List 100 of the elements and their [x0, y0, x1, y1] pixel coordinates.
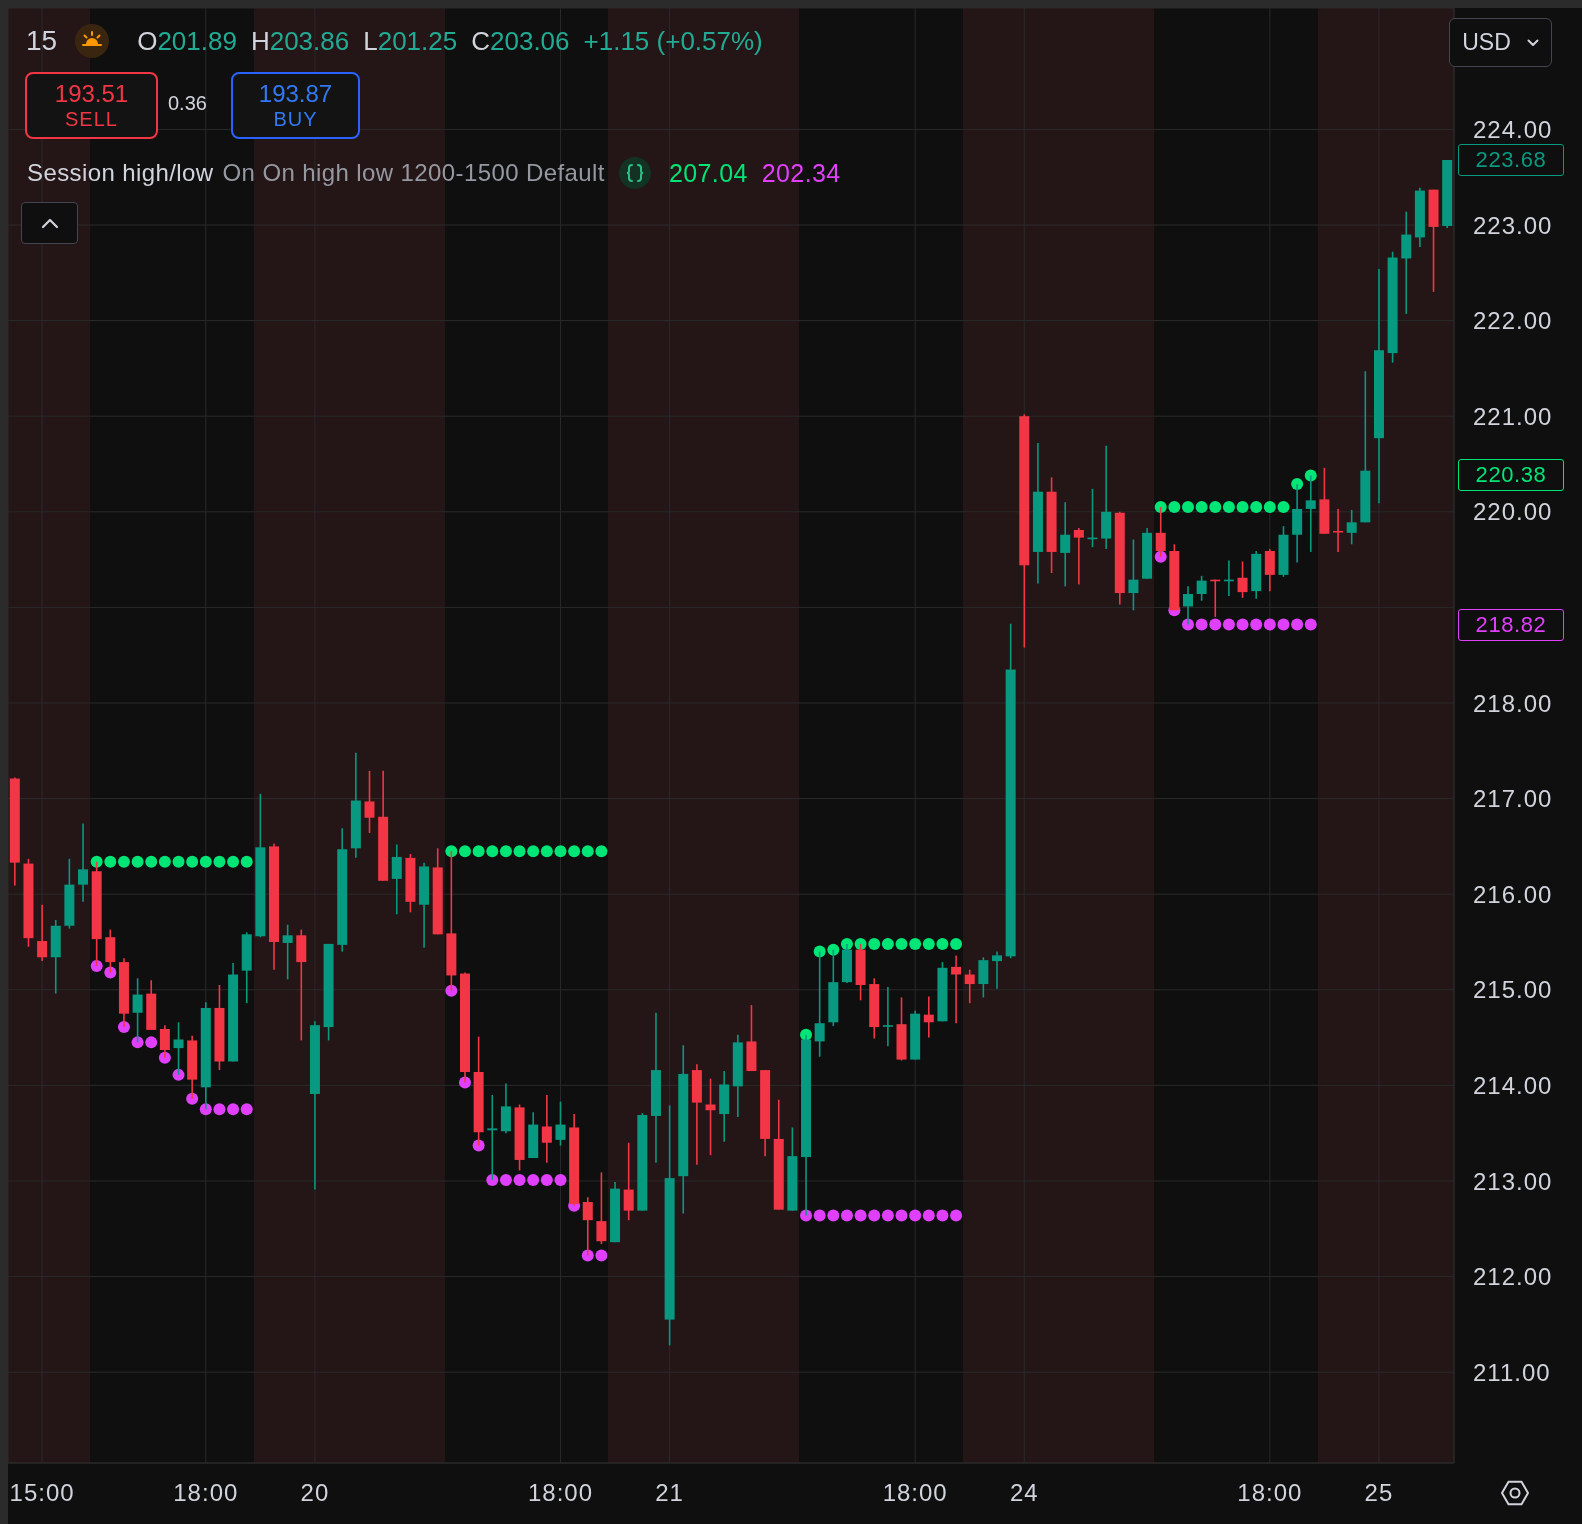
point	[881, 937, 894, 950]
point	[472, 1139, 485, 1152]
candlestick	[78, 822, 89, 903]
point	[936, 1209, 949, 1222]
candlestick	[923, 995, 934, 1039]
point	[1236, 618, 1249, 631]
point	[1168, 501, 1181, 514]
y-tick-label: 217.00	[1473, 785, 1553, 813]
point	[240, 855, 253, 868]
annotation: On On high low 1200-1500 Default	[222, 159, 605, 187]
candlestick	[282, 923, 293, 981]
x-tick-label: 20	[300, 1479, 330, 1507]
x-tick-label: 21	[655, 1479, 684, 1507]
y-tick-label: 211.00	[1473, 1358, 1551, 1386]
point	[227, 1103, 240, 1116]
point	[513, 1174, 526, 1187]
point	[950, 937, 963, 950]
text: 15	[26, 25, 58, 57]
point	[1195, 618, 1208, 631]
candlestick	[1401, 210, 1412, 315]
point	[1263, 618, 1276, 631]
x-tick-label: 18:00	[173, 1479, 239, 1507]
candlestick	[391, 843, 402, 916]
point	[922, 937, 935, 950]
candlestick	[951, 954, 962, 1025]
point	[172, 1068, 185, 1081]
point	[595, 1249, 608, 1262]
point	[581, 845, 594, 858]
point	[499, 1174, 512, 1187]
point	[595, 845, 608, 858]
point	[1291, 618, 1304, 631]
candlestick	[541, 1094, 552, 1164]
x-tick-label: 15:00	[9, 1479, 75, 1507]
point	[895, 937, 908, 950]
point	[813, 1209, 826, 1222]
x-tick-label: 18:00	[1237, 1479, 1303, 1507]
candlestick	[555, 1100, 566, 1147]
y-tick-label: 220.00	[1473, 498, 1553, 526]
point	[240, 1103, 253, 1116]
candlestick	[882, 986, 893, 1047]
point	[90, 855, 103, 868]
point	[131, 855, 144, 868]
point	[1195, 501, 1208, 514]
y-tick-label: 213.00	[1473, 1167, 1553, 1195]
annotation: +1.15 (+0.57%)	[583, 25, 763, 57]
point	[172, 855, 185, 868]
annotation: 207.04	[668, 158, 748, 188]
x-tick-label: 18:00	[527, 1479, 594, 1507]
candlestick	[992, 950, 1003, 990]
point	[922, 1209, 935, 1222]
candlestick	[37, 903, 48, 962]
point	[486, 845, 499, 858]
candlestick	[1264, 548, 1275, 592]
point	[131, 1036, 144, 1049]
point	[827, 943, 840, 956]
candlestick	[1060, 501, 1071, 588]
annotation: BUY	[273, 107, 318, 130]
point	[145, 855, 158, 868]
point	[186, 855, 199, 868]
point	[1304, 618, 1317, 631]
point	[104, 966, 117, 979]
candlestick	[1237, 560, 1248, 599]
y-tick-label: 221.00	[1473, 402, 1553, 430]
candlestick	[1196, 575, 1207, 602]
point	[90, 959, 103, 972]
point	[145, 1036, 158, 1049]
candlestick	[596, 1171, 607, 1245]
annotation: O201.89	[137, 25, 237, 56]
y-tick-label: 216.00	[1473, 880, 1553, 908]
point	[1277, 501, 1290, 514]
point	[1236, 501, 1249, 514]
point	[1277, 618, 1290, 631]
point	[854, 1209, 867, 1222]
point	[513, 845, 526, 858]
point	[445, 845, 458, 858]
point	[1250, 501, 1263, 514]
point	[881, 1209, 894, 1222]
candlestick	[364, 770, 375, 834]
annotation: C203.06	[471, 25, 570, 56]
point	[568, 845, 581, 858]
point	[527, 845, 540, 858]
point	[554, 845, 567, 858]
text: 220.38	[1458, 459, 1564, 492]
buy-button: 193.87 BUY	[231, 72, 360, 139]
point	[117, 855, 130, 868]
x-tick-label: 24	[1009, 1479, 1039, 1507]
annotation: 0.36	[168, 92, 207, 115]
text: 218.82	[1458, 608, 1564, 641]
point	[950, 1209, 963, 1222]
point	[227, 855, 240, 868]
point	[527, 1174, 540, 1187]
point	[458, 845, 471, 858]
y-tick-label: 215.00	[1473, 976, 1553, 1004]
candlestick	[1346, 509, 1357, 546]
point	[854, 937, 867, 950]
point	[868, 937, 881, 950]
point	[868, 1209, 881, 1222]
candlestick	[964, 968, 975, 1004]
annotation: 202.34	[761, 158, 841, 188]
x-tick-label: 18:00	[882, 1479, 948, 1507]
